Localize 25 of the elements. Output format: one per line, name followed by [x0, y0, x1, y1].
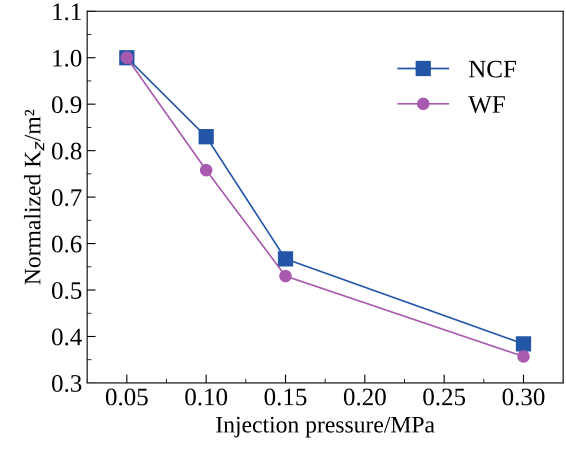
- legend-label: WF: [468, 96, 505, 113]
- y-tick-label: 0.3: [52, 375, 82, 392]
- x-tick-label: 0.25: [423, 388, 466, 406]
- point: [198, 129, 214, 144]
- x-tick-label: 0.10: [185, 388, 228, 406]
- x-tick-label: 0.20: [344, 388, 386, 406]
- y-tick-label: 0.4: [52, 328, 82, 346]
- y-axis-title: Normalized K$_{z}$/m²: [24, 110, 44, 284]
- x-tick-label: 0.30: [502, 388, 544, 406]
- y-tick-label: 0.9: [52, 96, 82, 114]
- x-tick-label: 0.15: [264, 388, 306, 406]
- y-tick-label: 0.7: [52, 189, 82, 206]
- y-tick-label: 1.1: [53, 3, 81, 20]
- point: [279, 270, 292, 282]
- y-tick-label: 0.8: [52, 142, 82, 160]
- x-tick-label: 0.05: [106, 388, 148, 406]
- point: [200, 164, 212, 176]
- legend-label: NCF: [468, 60, 516, 78]
- point: [517, 350, 530, 363]
- y-tick-label: 1.0: [53, 50, 82, 67]
- point: [278, 251, 294, 267]
- y-tick-label: 0.6: [52, 236, 82, 253]
- point: [516, 336, 532, 352]
- x-axis-title: Injection pressure/MPa: [216, 416, 435, 438]
- y-tick-label: 0.5: [52, 282, 82, 300]
